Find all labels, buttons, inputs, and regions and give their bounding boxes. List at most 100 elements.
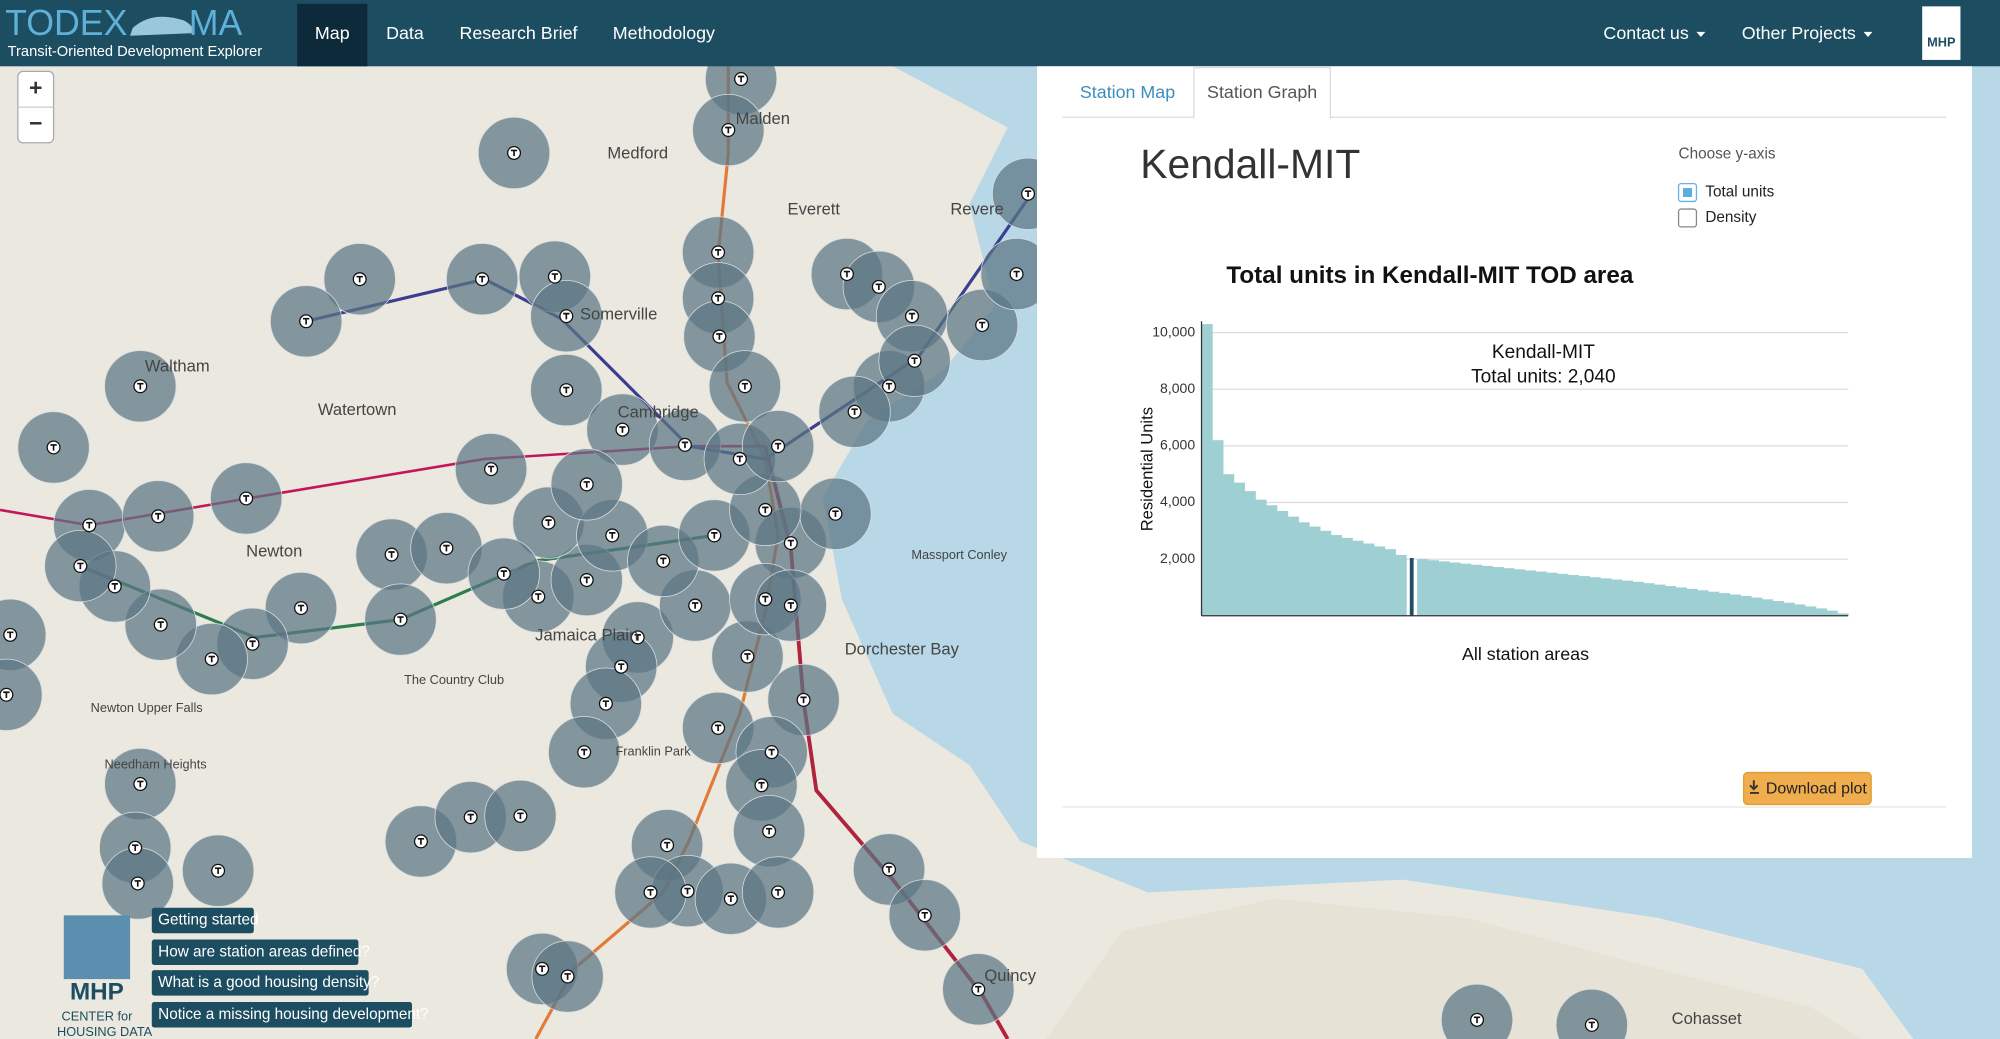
bar (1373, 546, 1386, 616)
bar (1621, 580, 1634, 616)
station-icon-t (774, 442, 782, 450)
station-icon-t (356, 275, 363, 283)
station-icon-t (602, 700, 610, 707)
station-icon-t (691, 602, 699, 609)
station-icon-t (684, 887, 691, 895)
bar (1546, 572, 1558, 616)
bar (1352, 540, 1364, 616)
bar (1276, 510, 1289, 616)
bar (1794, 604, 1806, 616)
help-button-label[interactable]: Getting started (158, 911, 258, 928)
bar (1244, 491, 1256, 616)
station-icon-t (744, 653, 751, 660)
map-label: Medford (607, 144, 668, 163)
y-tick-label: 8,000 (1160, 380, 1195, 396)
y-tick-label: 4,000 (1160, 493, 1195, 509)
station-icon-t (580, 748, 588, 756)
bar (1395, 554, 1407, 616)
station-icon-t (583, 481, 590, 488)
bar (1751, 597, 1763, 616)
mhp-logo-icon (63, 915, 131, 980)
map-label: Jamaica Plain (535, 626, 638, 645)
station-icon-t (517, 812, 524, 820)
station-icon-t (132, 844, 139, 851)
help-button-label[interactable]: Notice a missing housing development? (158, 1006, 428, 1023)
tab[interactable]: Station Graph (1207, 82, 1317, 102)
mhp-logo-sub: HOUSING DATA (57, 1024, 153, 1039)
bar (1363, 543, 1375, 616)
bar (1201, 324, 1213, 616)
station-icon-t (663, 841, 671, 849)
bar (1567, 574, 1580, 616)
bar (1675, 587, 1687, 616)
map-label: Everett (788, 200, 841, 219)
download-label[interactable]: Download plot (1766, 780, 1868, 797)
station-icon-t (1588, 1021, 1596, 1029)
map-label: Waltham (145, 357, 210, 376)
bar (1611, 579, 1623, 616)
nav-item[interactable]: Methodology (613, 23, 715, 43)
nav-badge[interactable]: MHP (1927, 35, 1956, 50)
zoom-in[interactable]: + (29, 74, 42, 100)
checkbox[interactable] (1677, 208, 1698, 228)
map-label: Revere (950, 200, 1003, 219)
tabs: Station Map Station Graph (1080, 66, 1331, 119)
station-icon-t (563, 386, 570, 394)
bar (1330, 535, 1343, 616)
help-button[interactable] (151, 907, 254, 934)
checkbox-label[interactable]: Density (1705, 209, 1756, 226)
checkbox-label[interactable]: Total units (1705, 184, 1774, 201)
station-icon-t (885, 382, 893, 390)
station-icon-t (137, 780, 144, 788)
map-label: The Country Club (404, 672, 504, 687)
download-button[interactable] (1742, 771, 1872, 806)
map-land-south (1045, 898, 1863, 1039)
y-tick-label: 6,000 (1160, 437, 1195, 453)
station-icon-t (843, 270, 851, 278)
station-icon-t (736, 455, 743, 463)
tab[interactable]: Station Map (1080, 82, 1175, 102)
bar (1654, 584, 1666, 616)
station-icon-t (302, 317, 310, 325)
nav-dropdown[interactable]: Contact us (1603, 23, 1688, 43)
station-icon-t (727, 895, 735, 902)
help-button-label[interactable]: How are station areas defined? (158, 943, 370, 960)
station-icon-t (563, 312, 570, 320)
logo-animal (130, 16, 194, 36)
bar (1438, 561, 1450, 616)
station-icon-t (716, 333, 723, 340)
nav-item[interactable]: Data (386, 23, 424, 43)
help-button-label[interactable]: What is a good housing density? (158, 974, 379, 991)
station-icon-t (885, 866, 893, 873)
station-icon-t (921, 911, 928, 919)
bar (1761, 599, 1774, 616)
bar (1384, 549, 1396, 616)
bar (1826, 610, 1838, 616)
bar (1514, 569, 1526, 616)
bar (1341, 537, 1353, 616)
logo-suffix[interactable]: MA (189, 3, 243, 43)
help-button[interactable] (151, 1002, 412, 1028)
nav-item[interactable]: Map (315, 23, 350, 43)
nav-item[interactable]: Research Brief (459, 23, 577, 43)
bar (1481, 565, 1493, 616)
logo[interactable]: TODEX (5, 3, 128, 43)
map-labels: Malden Medford Everett Revere Somerville Camb… (91, 109, 1742, 1028)
tab-active (1193, 66, 1331, 119)
station-icon-t (154, 512, 162, 520)
y-axis-label: Residential Units (1137, 407, 1156, 531)
help-button[interactable] (151, 970, 369, 996)
map-label: Cohasset (1672, 1009, 1742, 1028)
station-icon-t (619, 426, 626, 433)
bar (1470, 564, 1483, 616)
bar (1664, 586, 1677, 616)
station-icon-t (800, 696, 807, 704)
help-button[interactable] (151, 939, 359, 966)
mhp-logo-sub: CENTER for (62, 1009, 134, 1024)
station-icon-t (875, 283, 883, 291)
zoom-out[interactable]: − (29, 110, 42, 136)
bar (1320, 530, 1332, 616)
bar (1772, 601, 1784, 616)
nav-dropdown[interactable]: Other Projects (1742, 23, 1856, 43)
